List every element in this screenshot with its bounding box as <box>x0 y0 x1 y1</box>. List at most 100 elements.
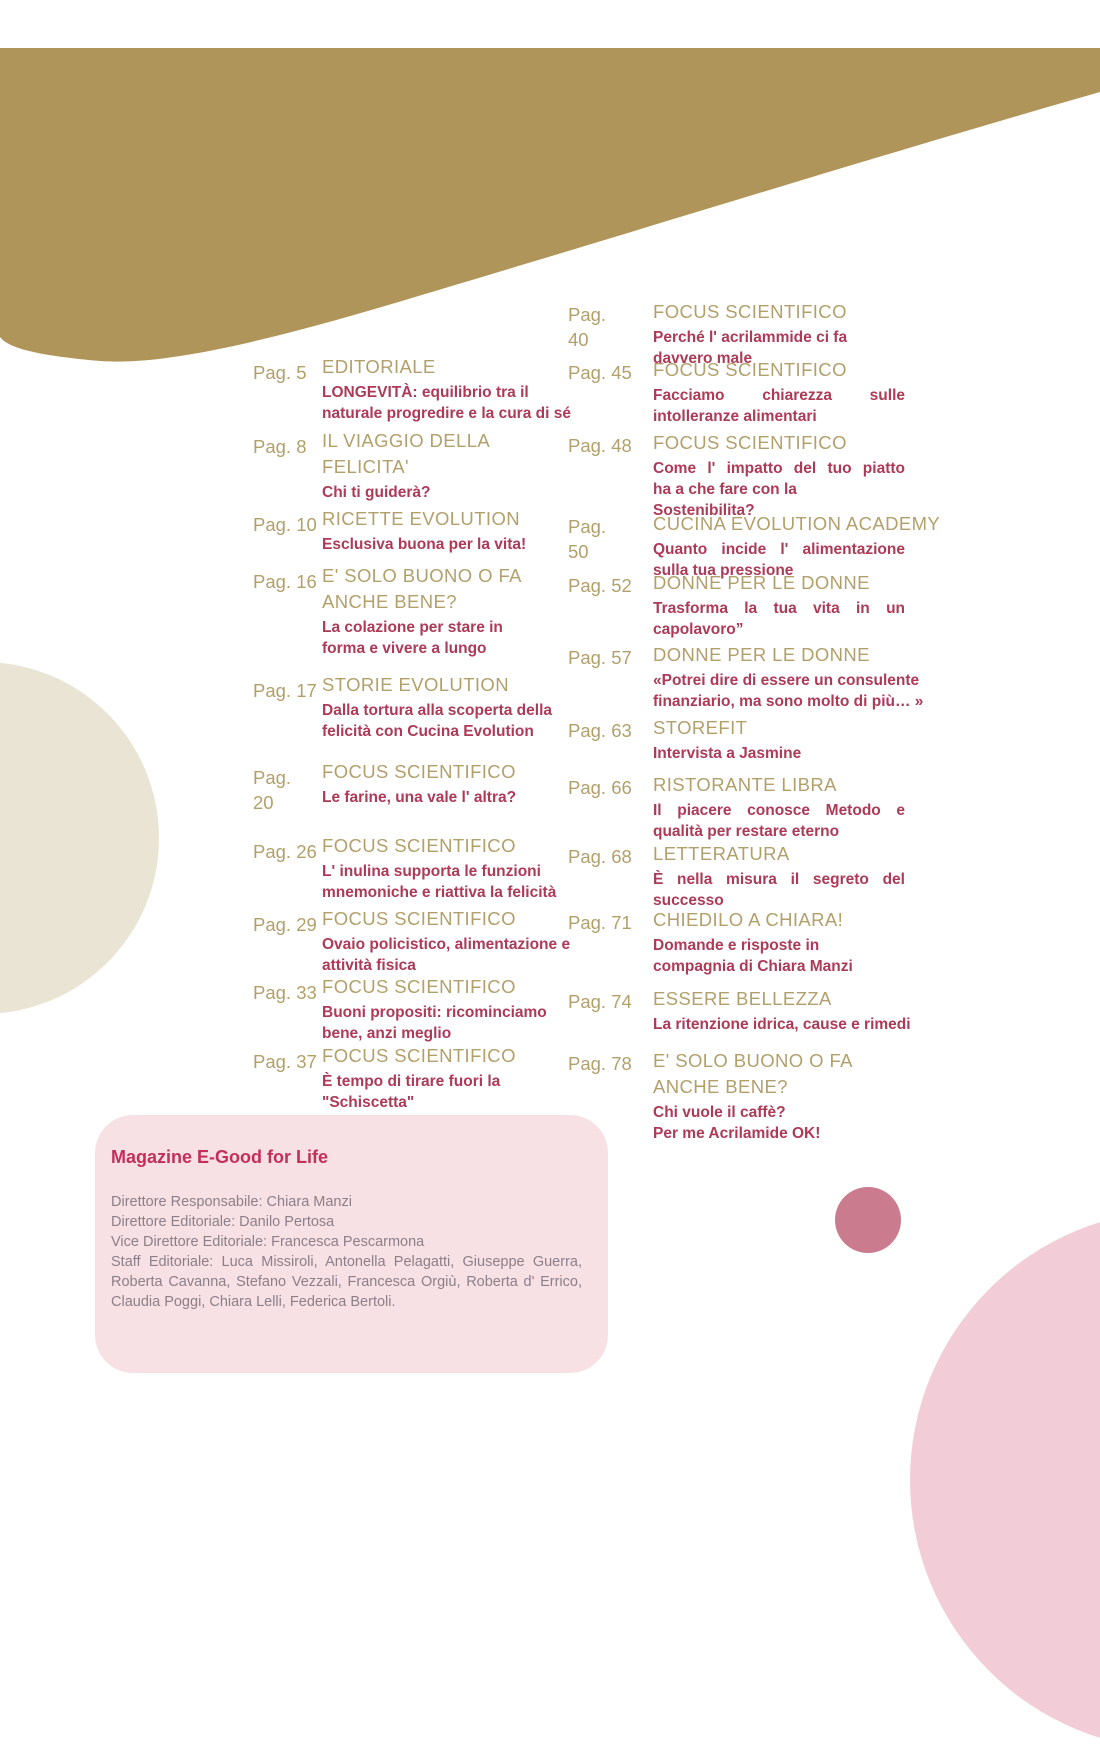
toc-entry-subtitle: Chi vuole il caffè? Per me Acrilamide OK… <box>653 1104 821 1142</box>
toc-entry-subtitle: È nella misura il segreto del successo <box>653 869 905 911</box>
toc-entry-subtitle: Buoni propositi: ricominciamo bene, anzi… <box>322 1004 547 1042</box>
toc-entry-title: FOCUS SCIENTIFICO <box>322 761 516 782</box>
toc-subtitle-line: successo <box>653 892 724 909</box>
toc-entry-title: FOCUS SCIENTIFICO <box>653 359 847 380</box>
toc-entry-content: ESSERE BELLEZZA La ritenzione idrica, cau… <box>653 986 911 1035</box>
toc-entry-content: FOCUS SCIENTIFICO È tempo di tirare fuori… <box>322 1043 574 1113</box>
toc-entry-subtitle: Domande e risposte in compagnia di Chiar… <box>653 937 853 975</box>
toc-entry-title: FOCUS SCIENTIFICO <box>322 976 516 997</box>
toc-entry-subtitle: Perché l' acrilammide ci fa davvero male <box>653 329 848 367</box>
toc-subtitle-line: ha a che fare con la <box>653 481 797 498</box>
toc-subtitle-line: qualità per restare eterno <box>653 823 840 840</box>
toc-entry: Pag. 57 DONNE PER LE DONNE «Potrei dire di… <box>568 642 924 712</box>
credits-line-vice-direttore: Vice Direttore Editoriale: Francesca Pes… <box>111 1234 425 1250</box>
toc-subtitle-line: intolleranze alimentari <box>653 408 817 425</box>
toc-entry-title: STORIE EVOLUTION <box>322 674 509 695</box>
toc-subtitle-line: Quanto incide l' alimentazione <box>653 541 905 558</box>
toc-column-left: Pag. 5 EDITORIALE LONGEVITÀ: equilibrio tr… <box>253 0 588 1422</box>
toc-entry-subtitle: Come l' impatto del tuo piatto ha a che f… <box>653 458 905 521</box>
toc-entry-subtitle: «Potrei dire di essere un consulente fin… <box>653 672 924 710</box>
toc-entry-title: LETTERATURA <box>653 843 790 864</box>
toc-entry: Pag. 40 FOCUS SCIENTIFICO Perché l' acrila… <box>568 299 905 369</box>
toc-entry-title: DONNE PER LE DONNE <box>653 572 870 593</box>
toc-entry-content: RISTORANTE LIBRA Il piacere conosce Metod… <box>653 772 905 842</box>
toc-page-label: Pag. 48 <box>568 435 632 456</box>
toc-entry-title: IL VIAGGIO DELLA FELICITA' <box>322 430 491 477</box>
toc-entry-content: FOCUS SCIENTIFICO Le farine, una vale l' … <box>322 759 574 808</box>
toc-column-right: Pag. 40 FOCUS SCIENTIFICO Perché l' acrila… <box>568 0 941 1422</box>
toc-entry-subtitle: È tempo di tirare fuori la "Schiscetta" <box>322 1073 501 1111</box>
toc-entry: Pag. 48 FOCUS SCIENTIFICO Come l' impatto … <box>568 430 905 521</box>
cream-circle-shape <box>0 662 159 1014</box>
toc-entry-title: STOREFIT <box>653 717 748 738</box>
toc-subtitle-line: È nella misura il segreto del <box>653 871 905 888</box>
toc-entry-content: E' SOLO BUONO O FA ANCHE BENE? La colazio… <box>322 563 574 659</box>
toc-entry: Pag. 78 E' SOLO BUONO O FA ANCHE BENE? Chi… <box>568 1048 905 1144</box>
toc-subtitle-line: Trasforma la tua vita in un <box>653 600 905 617</box>
toc-page-label: Pag. 8 <box>253 436 307 457</box>
toc-entry-content: FOCUS SCIENTIFICO L' inulina supporta le … <box>322 833 574 903</box>
toc-subtitle-line: Facciamo chiarezza sulle <box>653 387 905 404</box>
toc-entry-content: FOCUS SCIENTIFICO Ovaio policistico, alim… <box>322 906 574 976</box>
toc-entry-content: FOCUS SCIENTIFICO Buoni propositi: ricomi… <box>322 974 574 1044</box>
toc-entry-content: FOCUS SCIENTIFICO Perché l' acrilammide c… <box>653 299 905 369</box>
toc-entry: Pag. 63 STOREFIT Intervista a Jasmine <box>568 715 905 764</box>
toc-entry-subtitle: L' inulina supporta le funzioni mnemonic… <box>322 863 557 901</box>
toc-page-label: Pag. 26 <box>253 841 317 862</box>
toc-page-label: Pag. 5 <box>253 362 307 383</box>
toc-page-label: Pag. 17 <box>253 680 317 701</box>
toc-page-label: Pag. 37 <box>253 1051 317 1072</box>
toc-entry-title: FOCUS SCIENTIFICO <box>653 432 847 453</box>
toc-entry-title: FOCUS SCIENTIFICO <box>653 301 847 322</box>
toc-page-label: Pag. 74 <box>568 991 632 1012</box>
toc-entry: Pag. 71 CHIEDILO A CHIARA! Domande e rispo… <box>568 907 905 977</box>
toc-entry-title: ESSERE BELLEZZA <box>653 988 832 1009</box>
toc-entry-subtitle: Dalla tortura alla scoperta della felici… <box>322 702 553 740</box>
toc-entry-title: RISTORANTE LIBRA <box>653 774 837 795</box>
toc-entry: Pag. 5 EDITORIALE LONGEVITÀ: equilibrio tr… <box>253 354 574 424</box>
toc-subtitle-line: Sostenibilita? <box>653 502 755 519</box>
toc-entry-title: FOCUS SCIENTIFICO <box>322 908 516 929</box>
toc-page-label: Pag. 10 <box>253 514 317 535</box>
toc-entry-title: FOCUS SCIENTIFICO <box>322 1045 516 1066</box>
toc-entry: Pag. 68 LETTERATURA È nella misura il segr… <box>568 841 905 911</box>
toc-page-label: Pag. 40 <box>568 304 607 350</box>
credits-title: Magazine E-Good for Life <box>111 1147 329 1167</box>
toc-page-label: Pag. 20 <box>253 767 292 813</box>
toc-subtitle-line: Il piacere conosce Metodo e <box>653 802 905 819</box>
toc-entry-subtitle: Esclusiva buona per la vita! <box>322 536 527 553</box>
toc-subtitle-line: Come l' impatto del tuo piatto <box>653 460 905 477</box>
toc-entry: Pag. 66 RISTORANTE LIBRA Il piacere conosc… <box>568 772 905 842</box>
toc-entry-title: DONNE PER LE DONNE <box>653 644 870 665</box>
toc-entry: Pag. 45 FOCUS SCIENTIFICO Facciamo chiarez… <box>568 357 905 427</box>
toc-entry-subtitle: LONGEVITÀ: equilibrio tra il naturale pr… <box>322 384 571 422</box>
toc-page-label: Pag. 66 <box>568 777 632 798</box>
credits-line-direttore-responsabile: Direttore Responsabile: Chiara Manzi <box>111 1194 352 1210</box>
toc-entry: Pag. 52 DONNE PER LE DONNE Trasforma la tu… <box>568 570 905 640</box>
toc-entry-title: E' SOLO BUONO O FA ANCHE BENE? <box>322 565 522 612</box>
toc-entry: Pag. 20 FOCUS SCIENTIFICO Le farine, una v… <box>253 759 574 815</box>
toc-entry-title: FOCUS SCIENTIFICO <box>322 835 516 856</box>
toc-entry-subtitle: Quanto incide l' alimentazione sulla tua … <box>653 539 905 581</box>
gold-wave-shape <box>0 48 1100 362</box>
toc-entry-subtitle: Le farine, una vale l' altra? <box>322 789 517 806</box>
toc-entry-subtitle: Chi ti guiderà? <box>322 484 431 501</box>
toc-page-label: Pag. 33 <box>253 982 317 1003</box>
toc-entry-content: E' SOLO BUONO O FA ANCHE BENE? Chi vuole … <box>653 1048 905 1144</box>
toc-entry-subtitle: Ovaio policistico, alimentazione e attiv… <box>322 936 571 974</box>
toc-entry: Pag. 74 ESSERE BELLEZZA La ritenzione idri… <box>568 986 911 1035</box>
toc-entry-content: STOREFIT Intervista a Jasmine <box>653 715 905 764</box>
credits-staff-editoriale: Staff Editoriale: Luca Missiroli, Antone… <box>111 1254 582 1310</box>
small-pink-circle-shape <box>835 1187 901 1253</box>
toc-entry-content: STORIE EVOLUTION Dalla tortura alla scope… <box>322 672 574 742</box>
toc-entry-title: RICETTE EVOLUTION <box>322 508 520 529</box>
toc-entry-content: LETTERATURA È nella misura il segreto del… <box>653 841 905 911</box>
toc-entry-title: EDITORIALE <box>322 356 436 377</box>
toc-entry: Pag. 33 FOCUS SCIENTIFICO Buoni propositi:… <box>253 974 574 1044</box>
toc-page-label: Pag. 52 <box>568 575 632 596</box>
toc-entry: Pag. 50 CUCINA EVOLUTION ACADEMY Quanto in… <box>568 511 941 581</box>
toc-page-label: Pag. 71 <box>568 912 632 933</box>
toc-entry-title: CUCINA EVOLUTION ACADEMY <box>653 513 941 534</box>
toc-page-label: Pag. 16 <box>253 571 317 592</box>
